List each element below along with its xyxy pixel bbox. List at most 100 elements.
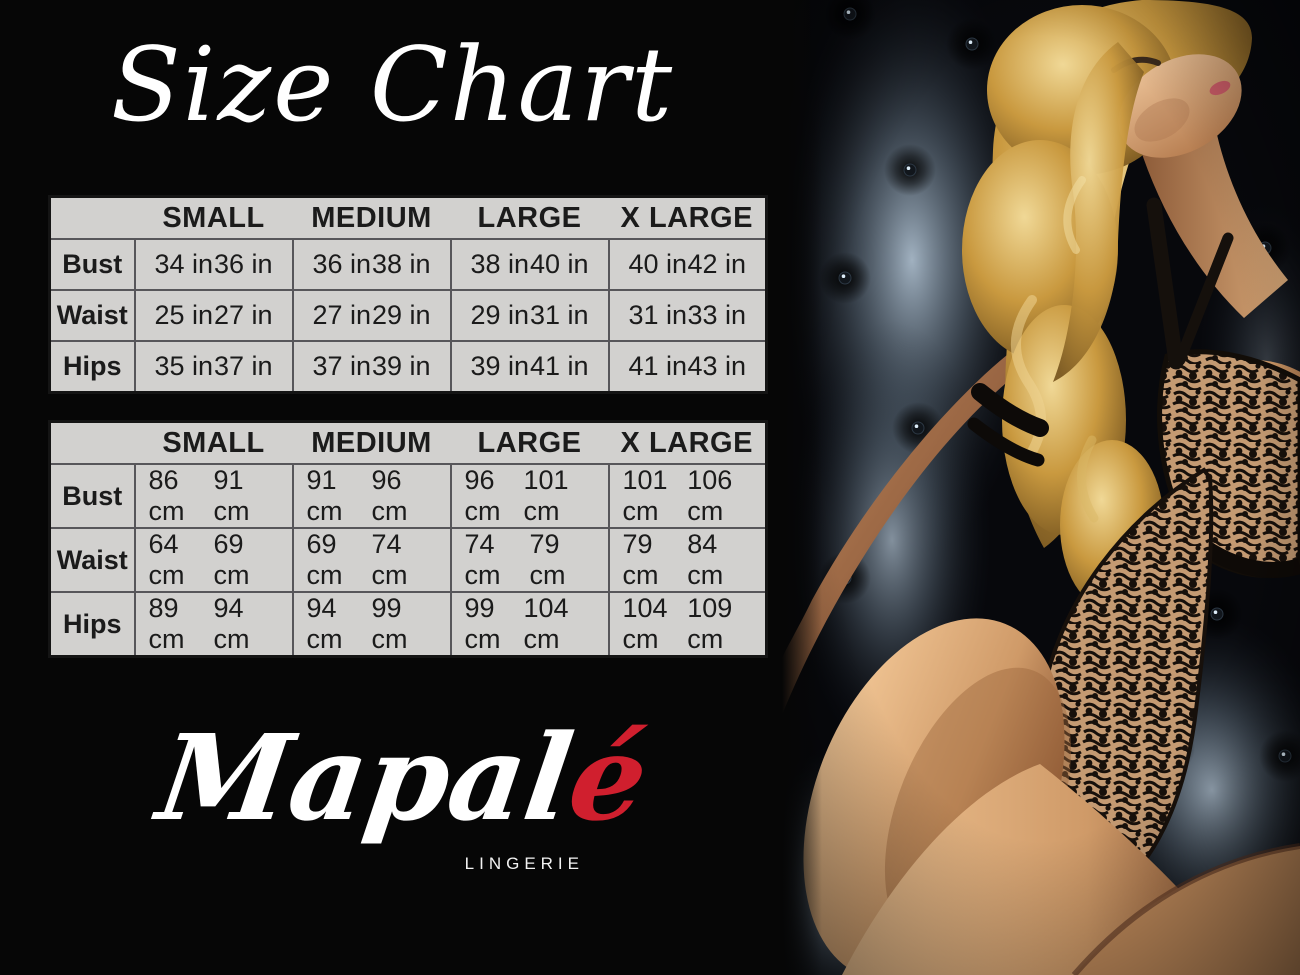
- size-value: 36 in: [213, 249, 273, 279]
- size-value: 109 cm: [687, 593, 733, 654]
- size-cell: 69 cm 74 cm: [291, 527, 452, 593]
- row-label-waist: Waist: [48, 527, 136, 593]
- size-value: 106 cm: [687, 465, 733, 526]
- model-photo: [782, 0, 1300, 975]
- size-cell: 25 in 27 in: [133, 289, 294, 342]
- size-value: 37 in: [213, 351, 273, 381]
- size-value: 86 cm: [148, 465, 185, 526]
- size-value: 89 cm: [148, 593, 185, 654]
- size-cell: 79 cm 84 cm: [607, 527, 768, 593]
- size-cell: 37 in 39 in: [291, 340, 452, 394]
- size-cell: 91 cm 96 cm: [291, 463, 452, 529]
- brand-name-white: Mapal: [150, 708, 581, 847]
- corner-cell: [49, 196, 135, 240]
- table-row-bust: Bust 86 cm 91 cm 91 cm 96 cm 96 cm 101 cm 1…: [48, 463, 768, 529]
- table-row-waist: Waist 25 in 27 in 27 in 29 in 29 in 31 in 3…: [48, 289, 768, 342]
- size-value: 40 in: [628, 249, 688, 279]
- size-value: 99 cm: [464, 593, 501, 654]
- size-value: 101 cm: [523, 465, 569, 526]
- size-value: 40 in: [529, 249, 589, 279]
- size-value: 74 cm: [371, 529, 408, 590]
- size-value: 31 in: [529, 300, 589, 330]
- brand-subtitle: LINGERIE: [464, 854, 584, 873]
- size-cell: 86 cm 91 cm: [133, 463, 294, 529]
- row-label-waist: Waist: [48, 289, 136, 342]
- column-header-small: SMALL: [134, 196, 293, 240]
- size-table-inches: SMALL MEDIUM LARGE X LARGE Bust 34 in 36 …: [48, 195, 768, 394]
- size-cell: 74 cm 79 cm: [449, 527, 610, 593]
- brand-logo: Mapalé LINGERIE: [150, 708, 655, 878]
- size-value: 31 in: [628, 300, 688, 330]
- row-label-hips: Hips: [48, 340, 136, 394]
- table-row-hips: Hips 35 in 37 in 37 in 39 in 39 in 41 in 41…: [48, 340, 768, 394]
- column-header-xlarge: X LARGE: [608, 421, 767, 465]
- header-row: SMALL MEDIUM LARGE X LARGE: [49, 196, 767, 240]
- size-cell: 38 in 40 in: [449, 238, 610, 291]
- size-cell: 34 in 36 in: [133, 238, 294, 291]
- size-cell: 94 cm 99 cm: [291, 591, 452, 658]
- size-cell: 101 cm 106 cm: [607, 463, 768, 529]
- size-value: 94 cm: [213, 593, 250, 654]
- table-row-bust: Bust 34 in 36 in 36 in 38 in 38 in 40 in 40…: [48, 238, 768, 291]
- size-value: 39 in: [371, 351, 431, 381]
- size-cell: 29 in 31 in: [449, 289, 610, 342]
- size-chart-title: Size Chart: [110, 26, 675, 145]
- size-value: 96 cm: [371, 465, 408, 526]
- size-cell: 35 in 37 in: [133, 340, 294, 394]
- column-header-large: LARGE: [450, 196, 609, 240]
- size-table-centimeters: SMALL MEDIUM LARGE X LARGE Bust 86 cm 91 …: [48, 420, 768, 658]
- info-panel: Size Chart SMALL MEDIUM LARGE X LARGE Bu…: [48, 26, 768, 878]
- size-value: 27 in: [213, 300, 273, 330]
- size-value: 84 cm: [687, 529, 724, 590]
- column-header-xlarge: X LARGE: [608, 196, 767, 240]
- table-row-waist: Waist 64 cm 69 cm 69 cm 74 cm 74 cm 79 cm 7…: [48, 527, 768, 593]
- size-value: 39 in: [470, 351, 530, 381]
- size-value: 41 in: [529, 351, 589, 381]
- row-label-hips: Hips: [48, 591, 136, 658]
- size-value: 94 cm: [306, 593, 343, 654]
- size-value: 36 in: [312, 249, 372, 279]
- size-value: 27 in: [312, 300, 372, 330]
- size-cell: 104 cm 109 cm: [607, 591, 768, 658]
- column-header-medium: MEDIUM: [292, 196, 451, 240]
- size-value: 104 cm: [622, 593, 668, 654]
- size-value: 69 cm: [213, 529, 250, 590]
- corner-cell: [49, 421, 135, 465]
- vignette: [782, 0, 1300, 975]
- size-value: 34 in: [154, 249, 214, 279]
- size-value: 35 in: [154, 351, 214, 381]
- size-value: 104 cm: [523, 593, 569, 654]
- size-value: 37 in: [312, 351, 372, 381]
- table-row-hips: Hips 89 cm 94 cm 94 cm 99 cm 99 cm 104 cm 1…: [48, 591, 768, 658]
- size-value: 64 cm: [148, 529, 185, 590]
- size-cell: 96 cm 101 cm: [449, 463, 610, 529]
- size-cell: 64 cm 69 cm: [133, 527, 294, 593]
- size-value: 91 cm: [306, 465, 343, 526]
- model-photo-illustration: [782, 0, 1300, 975]
- size-value: 41 in: [628, 351, 688, 381]
- header-row: SMALL MEDIUM LARGE X LARGE: [49, 421, 767, 465]
- brand-wordmark: Mapalé: [150, 708, 655, 847]
- size-cell: 36 in 38 in: [291, 238, 452, 291]
- size-value: 38 in: [371, 249, 431, 279]
- size-cell: 89 cm 94 cm: [133, 591, 294, 658]
- size-cell: 31 in 33 in: [607, 289, 768, 342]
- size-cell: 99 cm 104 cm: [449, 591, 610, 658]
- size-value: 42 in: [687, 249, 746, 279]
- column-header-medium: MEDIUM: [292, 421, 451, 465]
- size-value: 38 in: [470, 249, 530, 279]
- size-value: 79 cm: [529, 529, 566, 590]
- row-label-bust: Bust: [48, 238, 136, 291]
- size-value: 79 cm: [622, 529, 659, 590]
- column-header-small: SMALL: [134, 421, 293, 465]
- size-cell: 41 in 43 in: [607, 340, 768, 394]
- size-value: 74 cm: [464, 529, 501, 590]
- size-value: 43 in: [687, 351, 746, 381]
- size-value: 91 cm: [213, 465, 250, 526]
- size-value: 101 cm: [622, 465, 668, 526]
- size-cell: 40 in 42 in: [607, 238, 768, 291]
- size-value: 69 cm: [306, 529, 343, 590]
- size-value: 25 in: [154, 300, 214, 330]
- size-value: 29 in: [470, 300, 530, 330]
